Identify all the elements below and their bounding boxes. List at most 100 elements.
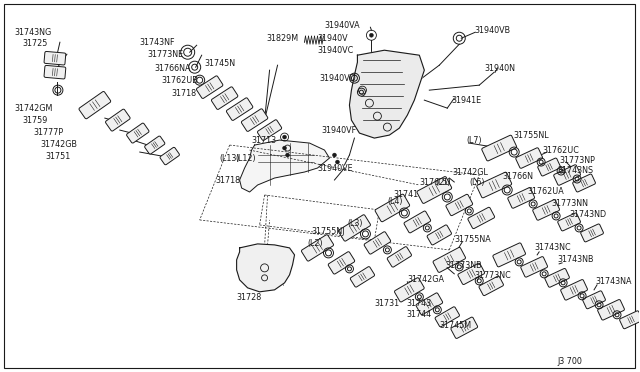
Text: (L2): (L2) <box>307 240 323 248</box>
FancyBboxPatch shape <box>394 278 424 302</box>
FancyBboxPatch shape <box>404 211 431 233</box>
FancyBboxPatch shape <box>44 51 66 65</box>
Text: 31773NC: 31773NC <box>474 271 511 280</box>
FancyBboxPatch shape <box>79 92 111 119</box>
Circle shape <box>285 153 289 157</box>
Text: 31773NP: 31773NP <box>559 155 595 164</box>
Text: 31762UA: 31762UA <box>527 187 564 196</box>
FancyBboxPatch shape <box>416 293 443 315</box>
FancyBboxPatch shape <box>521 257 548 277</box>
Text: 31742GB: 31742GB <box>40 140 77 148</box>
FancyBboxPatch shape <box>557 213 580 231</box>
FancyBboxPatch shape <box>582 291 605 309</box>
Circle shape <box>335 160 339 164</box>
Text: 31940VD: 31940VD <box>319 74 356 83</box>
FancyBboxPatch shape <box>241 109 268 131</box>
FancyBboxPatch shape <box>538 158 561 176</box>
Text: 31762U: 31762U <box>419 177 451 186</box>
Text: (L6): (L6) <box>469 177 484 186</box>
FancyBboxPatch shape <box>106 109 130 131</box>
Text: 31940VE: 31940VE <box>317 164 353 173</box>
FancyBboxPatch shape <box>493 243 525 267</box>
Text: 31743NG: 31743NG <box>14 28 51 37</box>
FancyBboxPatch shape <box>145 136 165 154</box>
Text: 31741: 31741 <box>394 190 419 199</box>
FancyBboxPatch shape <box>573 174 595 192</box>
Circle shape <box>282 135 287 139</box>
FancyBboxPatch shape <box>477 172 511 198</box>
Text: 31940N: 31940N <box>484 64 515 73</box>
Text: 31941E: 31941E <box>451 96 481 105</box>
Text: 31940VA: 31940VA <box>324 21 360 30</box>
Text: 31731: 31731 <box>374 299 399 308</box>
Text: 31940VF: 31940VF <box>321 126 356 135</box>
FancyBboxPatch shape <box>580 224 604 242</box>
FancyBboxPatch shape <box>508 188 534 208</box>
FancyBboxPatch shape <box>211 87 238 109</box>
Circle shape <box>369 33 373 37</box>
Text: 31744: 31744 <box>406 310 431 319</box>
FancyBboxPatch shape <box>433 247 465 272</box>
Text: 31755NJ: 31755NJ <box>312 227 345 237</box>
Polygon shape <box>239 140 330 192</box>
FancyBboxPatch shape <box>328 252 355 274</box>
Text: 31713: 31713 <box>252 135 276 145</box>
FancyBboxPatch shape <box>554 165 580 185</box>
Text: (L13): (L13) <box>220 154 240 163</box>
FancyBboxPatch shape <box>532 200 559 220</box>
Text: 31940V: 31940V <box>317 34 348 43</box>
FancyBboxPatch shape <box>545 269 570 287</box>
FancyBboxPatch shape <box>387 247 412 267</box>
FancyBboxPatch shape <box>561 280 588 300</box>
FancyBboxPatch shape <box>458 263 484 285</box>
FancyBboxPatch shape <box>598 299 625 320</box>
Text: 31743: 31743 <box>406 299 431 308</box>
Text: J3 700: J3 700 <box>557 357 582 366</box>
Text: 31751: 31751 <box>45 151 70 161</box>
FancyBboxPatch shape <box>468 207 495 229</box>
FancyBboxPatch shape <box>446 194 472 216</box>
Text: 31743ND: 31743ND <box>569 211 606 219</box>
Text: 31742GL: 31742GL <box>452 167 488 177</box>
FancyBboxPatch shape <box>196 76 223 99</box>
FancyBboxPatch shape <box>417 177 452 203</box>
FancyBboxPatch shape <box>227 98 253 121</box>
Text: 31742GA: 31742GA <box>407 275 444 284</box>
Text: 31829M: 31829M <box>267 34 299 43</box>
Text: 31743NB: 31743NB <box>557 256 594 264</box>
Text: 31742GM: 31742GM <box>14 104 52 113</box>
FancyBboxPatch shape <box>427 225 451 245</box>
FancyBboxPatch shape <box>301 235 333 261</box>
Text: (L3): (L3) <box>348 219 363 228</box>
Text: 31755NA: 31755NA <box>454 235 491 244</box>
Text: (L12): (L12) <box>236 154 256 163</box>
Text: 31743NF: 31743NF <box>140 38 175 47</box>
Text: (L7): (L7) <box>467 135 482 145</box>
Text: 31940VB: 31940VB <box>474 26 510 35</box>
Text: 31759: 31759 <box>22 116 47 125</box>
Text: 31743NC: 31743NC <box>534 243 571 252</box>
FancyBboxPatch shape <box>620 311 640 329</box>
Text: 31745M: 31745M <box>439 321 472 330</box>
FancyBboxPatch shape <box>364 232 390 254</box>
Text: 31725: 31725 <box>22 39 47 48</box>
Text: 31718: 31718 <box>216 176 241 185</box>
Text: 31755NL: 31755NL <box>513 131 549 140</box>
Circle shape <box>282 146 287 150</box>
FancyBboxPatch shape <box>160 147 179 165</box>
Text: 31745N: 31745N <box>205 59 236 68</box>
FancyBboxPatch shape <box>479 276 504 296</box>
Polygon shape <box>349 50 424 138</box>
Text: (L4): (L4) <box>387 198 403 206</box>
Text: (L5): (L5) <box>435 177 451 186</box>
Text: 31743NA: 31743NA <box>595 278 632 286</box>
Text: 31766N: 31766N <box>502 171 533 180</box>
FancyBboxPatch shape <box>375 194 410 222</box>
Text: 31743NS: 31743NS <box>557 166 593 174</box>
FancyBboxPatch shape <box>44 65 66 79</box>
FancyBboxPatch shape <box>257 120 282 141</box>
Text: 31940VC: 31940VC <box>317 46 354 55</box>
FancyBboxPatch shape <box>435 307 460 327</box>
Polygon shape <box>237 244 294 292</box>
Circle shape <box>332 153 337 157</box>
